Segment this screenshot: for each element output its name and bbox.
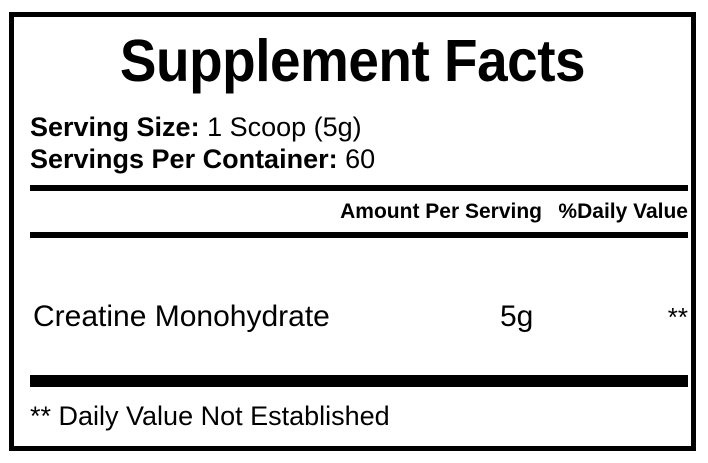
serving-size-value: 1 Scoop (5g) [199, 112, 362, 142]
footnote-text: ** Daily Value Not Established [30, 401, 390, 431]
table-row: Creatine Monohydrate 5g ** [30, 296, 688, 338]
column-header-daily-value: %Daily Value [558, 200, 688, 223]
serving-size-label: Serving Size: [30, 112, 200, 142]
servings-per-container-label: Servings Per Container: [30, 144, 338, 174]
label-inner: Supplement Facts Serving Size: 1 Scoop (… [14, 17, 691, 446]
divider-rule-footnote [30, 375, 688, 387]
divider-rule-top [30, 185, 688, 191]
divider-rule-headers [30, 232, 688, 238]
serving-size-line: Serving Size: 1 Scoop (5g) [30, 112, 362, 142]
label-panel: Supplement Facts Serving Size: 1 Scoop (… [9, 12, 696, 451]
column-header-amount-per-serving: Amount Per Serving [340, 200, 542, 223]
column-headers: Amount Per Serving %Daily Value [30, 197, 688, 227]
ingredient-daily-value: ** [667, 302, 688, 332]
ingredient-amount: 5g [500, 300, 534, 333]
servings-per-container-value: 60 [337, 144, 376, 174]
ingredient-name: Creatine Monohydrate [33, 300, 330, 333]
page-title: Supplement Facts [119, 28, 586, 94]
servings-per-container-line: Servings Per Container: 60 [30, 144, 375, 174]
